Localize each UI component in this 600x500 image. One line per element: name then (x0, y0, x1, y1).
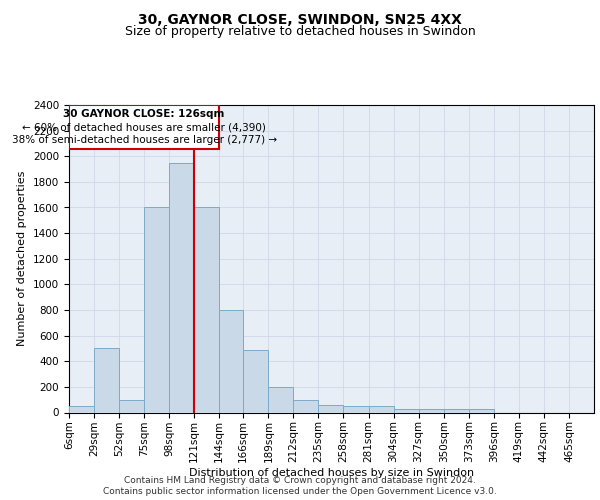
Bar (169, 162, 194, 412)
Bar (394, 408, 419, 412)
Bar (368, 406, 394, 412)
Text: Size of property relative to detached houses in Swindon: Size of property relative to detached ho… (125, 25, 475, 38)
FancyBboxPatch shape (69, 105, 220, 149)
Bar (94, 348, 119, 412)
Bar (119, 400, 144, 412)
X-axis label: Distribution of detached houses by size in Swindon: Distribution of detached houses by size … (189, 468, 474, 478)
Bar (343, 406, 368, 412)
Bar (419, 408, 443, 412)
Bar (293, 400, 319, 412)
Bar (69, 406, 94, 412)
Bar (319, 405, 343, 412)
Text: 30 GAYNOR CLOSE: 126sqm: 30 GAYNOR CLOSE: 126sqm (64, 109, 225, 119)
Bar (268, 387, 293, 412)
Bar (194, 208, 220, 412)
Bar (443, 408, 469, 412)
Bar (144, 208, 169, 412)
Text: Contains HM Land Registry data © Crown copyright and database right 2024.: Contains HM Land Registry data © Crown c… (124, 476, 476, 485)
Text: Contains public sector information licensed under the Open Government Licence v3: Contains public sector information licen… (103, 487, 497, 496)
Bar (220, 310, 243, 412)
Y-axis label: Number of detached properties: Number of detached properties (17, 171, 28, 346)
Text: ← 60% of detached houses are smaller (4,390): ← 60% of detached houses are smaller (4,… (22, 122, 266, 132)
Text: 38% of semi-detached houses are larger (2,777) →: 38% of semi-detached houses are larger (… (11, 136, 277, 145)
Bar (243, 350, 268, 412)
Bar (469, 408, 494, 412)
Text: 30, GAYNOR CLOSE, SWINDON, SN25 4XX: 30, GAYNOR CLOSE, SWINDON, SN25 4XX (138, 12, 462, 26)
